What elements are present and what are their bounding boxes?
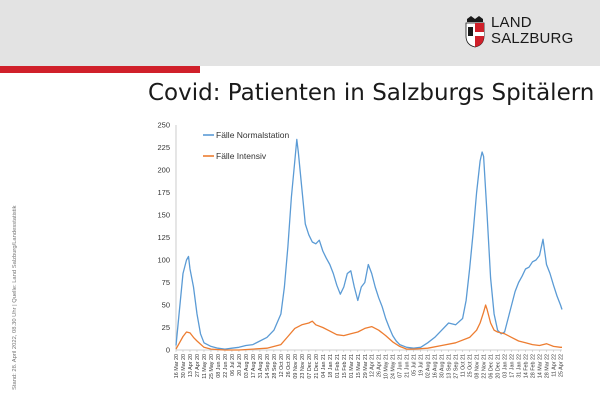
x-tick-label: 22 Nov 21 [482, 354, 488, 379]
series-line [175, 138, 563, 350]
x-tick-label: 24 May 21 [391, 354, 397, 379]
y-tick-label: 150 [157, 211, 170, 220]
x-tick-label: 13 Apr 20 [188, 354, 194, 377]
x-tick-label: 20 Jul 20 [237, 354, 243, 376]
x-tick-label: 26 Apr 21 [377, 354, 383, 377]
y-tick-label: 250 [157, 121, 170, 130]
x-tick-label: 11 Oct 21 [461, 354, 467, 377]
x-tick-label: 27 Apr 20 [195, 354, 201, 377]
x-tick-label: 14 Sep 20 [265, 354, 271, 379]
x-tick-label: 30 Mar 20 [181, 354, 187, 378]
x-tick-label: 21 Jun 21 [405, 354, 411, 378]
x-tick-label: 06 Jul 20 [230, 354, 236, 376]
x-tick-label: 25 Apr 22 [559, 354, 565, 377]
coat-of-arms-icon [465, 16, 485, 48]
x-tick-label: 12 Oct 20 [279, 354, 285, 377]
logo-text-line2: SALZBURG [491, 30, 574, 47]
header-band [0, 0, 600, 66]
y-tick-label: 50 [162, 301, 170, 310]
x-tick-label: 19 Jul 21 [419, 354, 425, 376]
brand-accent-bar [0, 66, 200, 73]
x-tick-label: 20 Dec 21 [496, 354, 502, 379]
x-tick-label: 04 Jan 21 [321, 354, 327, 378]
x-tick-label: 14 Feb 22 [524, 354, 530, 378]
x-tick-label: 01 Mar 21 [349, 354, 355, 378]
x-tick-label: 11 May 20 [202, 354, 208, 379]
y-tick-label: 175 [157, 188, 170, 197]
x-tick-label: 01 Feb 21 [335, 354, 341, 378]
x-tick-label: 07 Jun 21 [398, 354, 404, 378]
x-tick-label: 03 Aug 20 [244, 354, 250, 378]
logo-text: LAND SALZBURG [491, 15, 573, 47]
x-tick-label: 23 Nov 20 [300, 354, 306, 379]
x-tick-label: 28 Sep 20 [272, 354, 278, 379]
x-tick-label: 28 Mar 22 [545, 354, 551, 378]
x-tick-label: 22 Jun 20 [223, 354, 229, 378]
land-salzburg-logo[interactable]: LAND SALZBURG [464, 14, 594, 54]
series-line [175, 304, 562, 351]
x-tick-label: 31 Jan 22 [517, 354, 523, 378]
y-tick-labels: 0 25 50 75 100 125 150 175 200 225 250 [157, 121, 170, 355]
x-tick-label: 02 Aug 21 [426, 354, 432, 378]
x-tick-label: 21 Dec 20 [314, 354, 320, 379]
x-tick-label: 25 Oct 21 [468, 354, 474, 377]
x-tick-label: 28 Feb 22 [531, 354, 537, 378]
x-tick-label: 12 Apr 21 [370, 354, 376, 377]
x-tick-label: 30 Aug 21 [440, 354, 446, 378]
x-tick-label: 13 Sep 21 [447, 354, 453, 379]
x-tick-label: 09 Nov 20 [293, 354, 299, 379]
x-tick-label: 25 May 20 [209, 354, 215, 379]
x-tick-label: 03 Jan 22 [503, 354, 509, 378]
x-tick-label: 17 Jan 22 [510, 354, 516, 378]
x-tick-label: 15 Feb 21 [342, 354, 348, 378]
y-tick-label: 25 [162, 323, 170, 332]
x-tick-label: 11 Apr 22 [552, 354, 558, 377]
logo-text-line1: LAND [491, 14, 532, 31]
x-tick-label: 16 Aug 21 [433, 354, 439, 378]
y-tick-label: 0 [166, 346, 170, 355]
y-tick-label: 125 [157, 233, 170, 242]
y-tick-label: 100 [157, 256, 170, 265]
x-tick-label: 16 Mar 20 [174, 354, 180, 378]
page-title: Covid: Patienten in Salzburgs Spitälern [148, 80, 595, 106]
x-tick-label: 27 Sep 21 [454, 354, 460, 379]
x-tick-labels: 16 Mar 20 30 Mar 20 13 Apr 20 27 Apr 20 11 M… [174, 350, 565, 379]
y-tick-label: 75 [162, 278, 170, 287]
y-tick-label: 225 [157, 143, 170, 152]
y-tick-label: 200 [157, 166, 170, 175]
x-tick-label: 29 Mar 21 [363, 354, 369, 378]
x-tick-label: 06 Dec 21 [489, 354, 495, 379]
x-tick-label: 05 Jul 21 [412, 354, 418, 376]
x-tick-label: 18 Jan 21 [328, 354, 334, 378]
x-tick-label: 26 Oct 20 [286, 354, 292, 377]
x-tick-label: 10 May 21 [384, 354, 390, 379]
legend-label: Fälle Normalstation [216, 130, 289, 140]
x-tick-label: 08 Nov 21 [475, 354, 481, 379]
series-lines [175, 138, 563, 351]
x-tick-label: 31 Aug 20 [258, 354, 264, 378]
legend-label: Fälle Intensiv [216, 151, 267, 161]
x-tick-label: 07 Dec 20 [307, 354, 313, 379]
x-tick-label: 14 Mar 22 [538, 354, 544, 378]
x-tick-label: 15 Mar 21 [356, 354, 362, 378]
x-tick-label: 17 Aug 20 [251, 354, 257, 378]
legend: Fälle Normalstation Fälle Intensiv [203, 130, 289, 161]
x-tick-label: 08 Jun 20 [216, 354, 222, 378]
